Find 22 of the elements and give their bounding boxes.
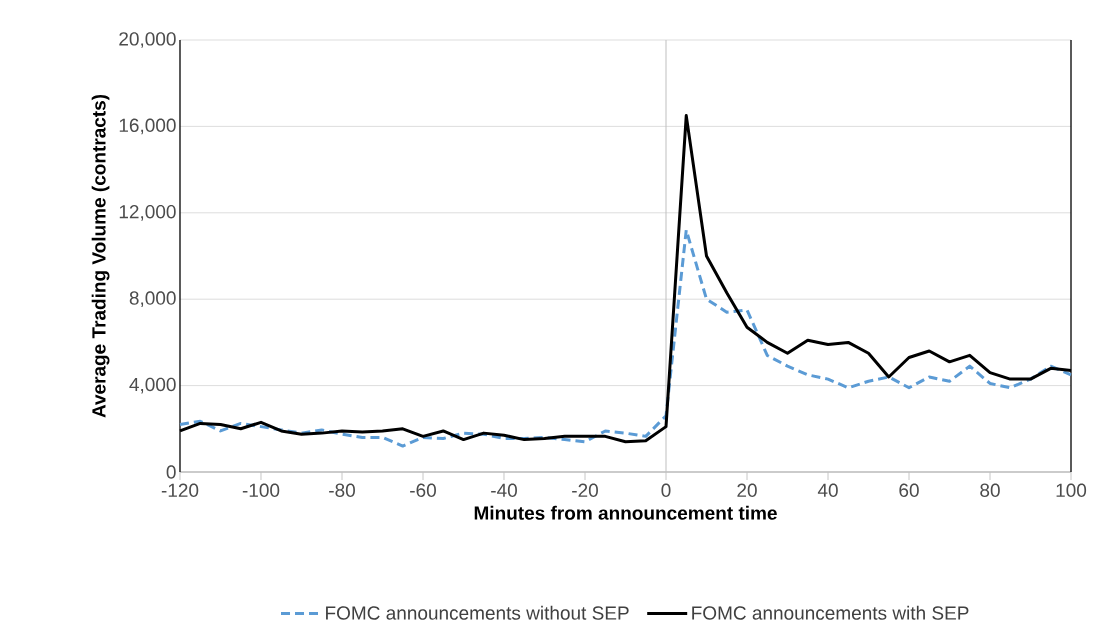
x-tick-label: -20 (572, 483, 598, 497)
y-tick-label: 8,000 (129, 291, 176, 308)
y-tick-label: 16,000 (119, 118, 176, 135)
y-tick-label: 20,000 (119, 32, 176, 48)
x-tick-label: -120 (161, 483, 199, 497)
y-axis-title: Average Trading Volume (contracts) (91, 94, 110, 418)
x-tick-label: 100 (1056, 483, 1087, 497)
x-tick-label: -60 (410, 483, 436, 497)
x-tick-label: -80 (329, 483, 355, 497)
y-tick-label: 0 (166, 465, 176, 479)
y-tick-label: 12,000 (119, 204, 176, 221)
x-tick-label: -40 (491, 483, 517, 497)
y-tick-label: 4,000 (129, 377, 176, 394)
x-tick-label: 40 (817, 483, 838, 497)
x-tick-label: 0 (661, 483, 671, 497)
legend-label: FOMC announcements without SEP (326, 605, 629, 620)
x-tick-label: -100 (242, 483, 280, 497)
x-tick-label: 60 (899, 483, 919, 497)
legend-label: FOMC announcements with SEP (692, 605, 969, 620)
x-tick-label: 20 (737, 483, 757, 497)
x-tick-label: 80 (980, 483, 1000, 497)
x-axis-title: Minutes from announcement time (474, 505, 777, 520)
